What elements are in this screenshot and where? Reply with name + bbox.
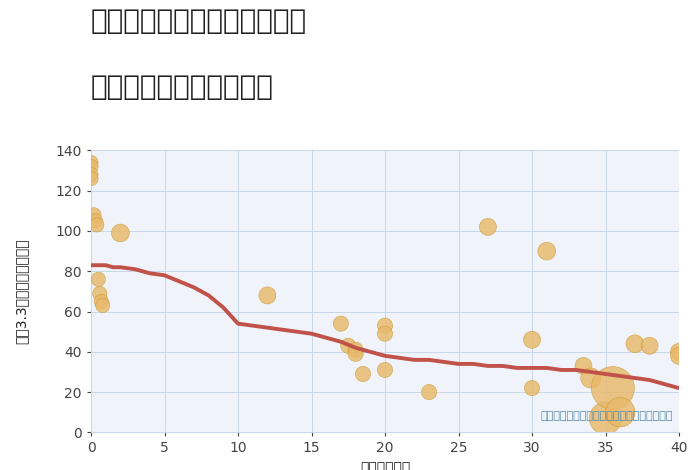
Point	[629, 340, 641, 347]
Point	[600, 415, 611, 422]
Text: 坪（3.3㎡）単価（万円）: 坪（3.3㎡）単価（万円）	[14, 239, 28, 344]
Point	[85, 171, 97, 178]
Point	[91, 221, 102, 229]
Point	[578, 362, 589, 370]
Point	[92, 275, 104, 283]
Point	[343, 342, 354, 350]
Point	[673, 352, 685, 360]
Point	[94, 290, 106, 297]
Point	[526, 384, 538, 392]
Point	[379, 366, 391, 374]
Point	[526, 336, 538, 344]
Point	[85, 159, 97, 166]
Point	[585, 374, 596, 382]
Point	[88, 211, 99, 219]
Point	[608, 384, 619, 392]
Point	[615, 408, 626, 416]
Text: 兵庫県姫路市広畑区末広町の: 兵庫県姫路市広畑区末広町の	[91, 7, 307, 35]
Point	[262, 292, 273, 299]
Text: 築年数別中古戸建て価格: 築年数別中古戸建て価格	[91, 73, 274, 101]
Point	[115, 229, 126, 237]
Point	[96, 298, 107, 305]
Point	[424, 388, 435, 396]
Point	[379, 330, 391, 337]
Point	[644, 342, 655, 350]
Point	[541, 247, 552, 255]
Point	[85, 163, 97, 170]
X-axis label: 築年数（年）: 築年数（年）	[360, 461, 410, 470]
Point	[90, 217, 101, 225]
Point	[379, 322, 391, 329]
Point	[358, 370, 369, 378]
Point	[673, 348, 685, 356]
Point	[350, 350, 361, 358]
Point	[85, 175, 97, 182]
Text: 円の大きさは、取引のあった物件面積を示す: 円の大きさは、取引のあった物件面積を示す	[540, 411, 673, 421]
Point	[335, 320, 346, 328]
Point	[97, 302, 108, 309]
Point	[482, 223, 493, 231]
Point	[350, 346, 361, 353]
